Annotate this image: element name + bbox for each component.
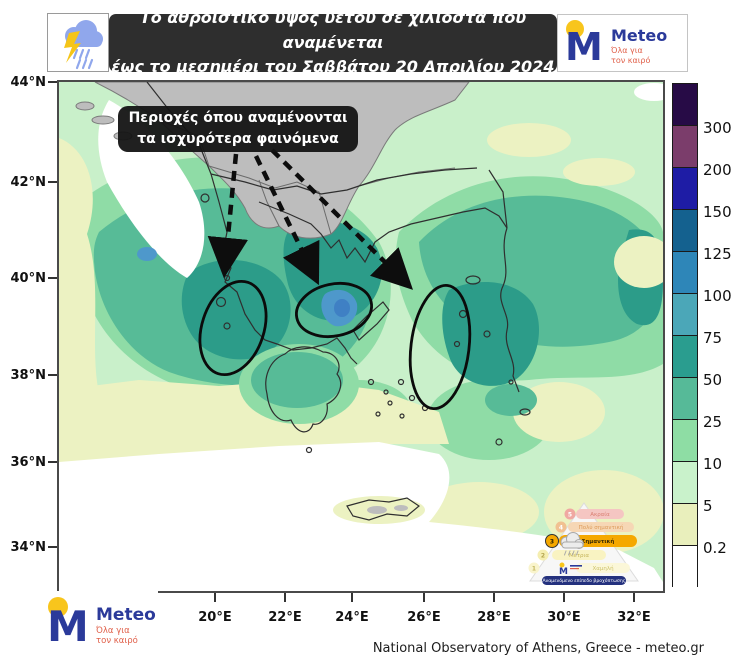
x-axis-label: 30°E [547, 610, 581, 625]
logo-wordmark: Meteo [96, 605, 156, 625]
pyramid-caption: Αναμενόμενο επίπεδο βροχόπτωσης [543, 577, 626, 584]
logo-wordmark: Meteo [611, 26, 667, 45]
y-axis-label: 42°N [10, 175, 46, 190]
highlight-ellipses [198, 279, 472, 411]
colorbar-label: 150 [703, 203, 732, 221]
logo-yellow-dot-icon [566, 20, 584, 38]
x-tick [351, 593, 353, 602]
lightning-bolt [64, 31, 81, 63]
banner-title-line1: Το αθροιστικό ύψος υετού σε χιλιοστά που… [139, 7, 527, 52]
y-axis-label: 38°N [10, 368, 46, 383]
highlight-ellipse-nw-greece [198, 279, 268, 377]
banner-title: Το αθροιστικό ύψος υετού σε χιλιοστά που… [109, 8, 557, 76]
annotation-line2: τα ισχυρότερα φαινόμενα [137, 131, 339, 147]
logo-m-icon: M [47, 602, 89, 651]
y-tick [48, 461, 57, 463]
meteo-logo-footer: M Meteo Όλα για τον καιρό [38, 591, 158, 653]
colorbar-segment [673, 546, 697, 588]
colorbar-segment [673, 462, 697, 504]
colorbar-segment [673, 336, 697, 378]
logo-tagline-line2: τον καιρό [611, 55, 650, 65]
logo-m-icon: M [565, 25, 603, 69]
y-tick [48, 374, 57, 376]
colorbar-label: 5 [703, 497, 713, 515]
rain-cloud-icon [560, 532, 584, 556]
colorbar-segment [673, 210, 697, 252]
precipitation-colorbar [672, 83, 698, 588]
y-axis-label: 40°N [10, 271, 46, 286]
meteo-logo-header: M Meteo Όλα για τον καιρό [557, 14, 688, 72]
arrow-to-ne-aegean [270, 148, 413, 290]
colorbar-label: 25 [703, 413, 723, 431]
colorbar-segment [673, 252, 697, 294]
y-tick [48, 181, 57, 183]
colorbar-segment [673, 378, 697, 420]
svg-text:M: M [559, 567, 568, 577]
pyramid-level-3-num: 3 [550, 539, 554, 546]
y-tick [48, 81, 57, 83]
x-axis-label: 32°E [617, 610, 651, 625]
colorbar-label: 10 [703, 455, 723, 473]
y-tick [48, 277, 57, 279]
rain-lines [72, 48, 94, 70]
logo-yellow-dot-icon [48, 597, 68, 617]
arrow-to-macedonia [253, 155, 320, 286]
colorbar-label: 300 [703, 119, 732, 137]
annotation-arrows [207, 148, 413, 290]
colorbar-segment [673, 420, 697, 462]
x-tick [493, 593, 495, 602]
x-tick [423, 593, 425, 602]
colorbar-label: 0.2 [703, 539, 727, 557]
highlight-ellipse-macedonia [295, 281, 373, 339]
precipitation-map [57, 80, 665, 593]
pyramid-level-4-num: 4 [559, 525, 563, 532]
x-axis-label: 28°E [477, 610, 511, 625]
colorbar-segment [673, 504, 697, 546]
colorbar-label: 100 [703, 287, 732, 305]
colorbar-label: 125 [703, 245, 732, 263]
storm-cloud-lightning-rain-icon [47, 13, 109, 72]
pyramid-level-3-label: Σημαντική [582, 538, 615, 545]
logo-tagline-line1: Όλα για [95, 625, 130, 636]
pyramid-mini-meteo-logo: M [559, 562, 582, 577]
colorbar-segment [673, 168, 697, 210]
y-axis-label: 34°N [10, 540, 46, 555]
arrow-to-nw-greece [207, 153, 248, 279]
pyramid-level-4-label: Πολύ σημαντική [579, 524, 624, 531]
pyramid-level-5-num: 5 [568, 512, 572, 519]
x-tick [633, 593, 635, 602]
pyramid-level-2-label: Μέτρια [569, 552, 589, 559]
pyramid-level-2-num: 2 [541, 553, 545, 560]
colorbar-label: 200 [703, 161, 732, 179]
attribution-text: National Observatory of Athens, Greece -… [372, 641, 704, 656]
y-axis-label: 44°N [10, 75, 46, 90]
x-tick [284, 593, 286, 602]
annotation-callout: Περιοχές όπου αναμένονται τα ισχυρότερα … [118, 106, 358, 152]
colorbar-label: 50 [703, 371, 723, 389]
banner-title-line2: έως το μεσημέρι του Σαββάτου 20 Απριλίου… [111, 57, 555, 77]
x-axis-label: 22°E [268, 610, 302, 625]
colorbar-segment [673, 294, 697, 336]
x-axis-label: 26°E [407, 610, 441, 625]
highlight-ellipse-ne-aegean [408, 283, 472, 411]
colorbar-segment [673, 84, 697, 126]
pyramid-level-1-label: Χαμηλή [592, 565, 614, 572]
x-axis-label: 20°E [198, 610, 232, 625]
precipitation-field [59, 82, 663, 591]
pyramid-level-1-num: 1 [532, 566, 536, 573]
rain-warning-pyramid: Ακραία Πολύ σημαντική Σημαντική Μέτρια Χ… [518, 500, 650, 590]
logo-tagline-line1: Όλα για [610, 45, 643, 55]
x-tick [563, 593, 565, 602]
colorbar-segment [673, 126, 697, 168]
logo-tagline-line2: τον καιρό [96, 635, 138, 646]
annotation-line1: Περιοχές όπου αναμένονται [128, 110, 348, 126]
y-tick [48, 546, 57, 548]
y-axis-label: 36°N [10, 455, 46, 470]
colorbar-label: 75 [703, 329, 723, 347]
x-axis-label: 24°E [335, 610, 369, 625]
pyramid-level-5-label: Ακραία [590, 511, 610, 518]
x-tick [214, 593, 216, 602]
